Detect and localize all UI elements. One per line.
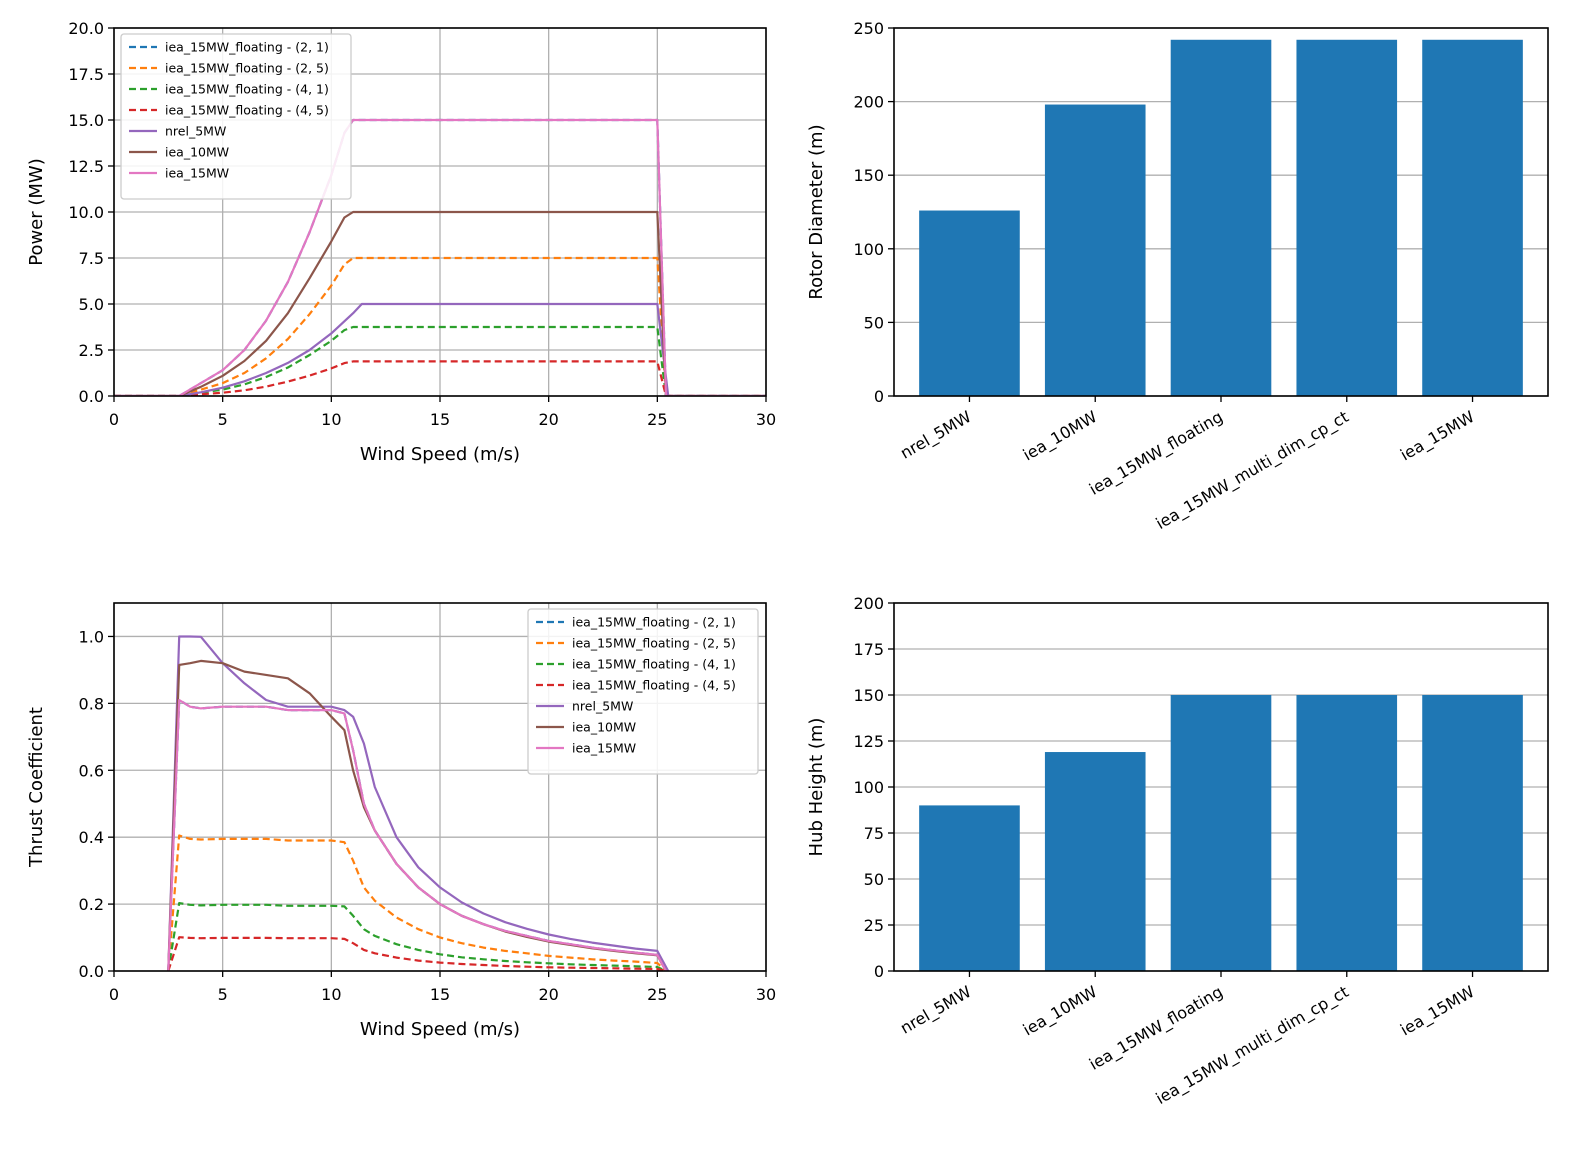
legend-label: iea_15MW_floating - (2, 1) [165, 40, 329, 55]
y-tick-label: 20.0 [68, 19, 104, 38]
y-tick-label: 150 [853, 166, 884, 185]
y-tick-label: 0.6 [79, 761, 104, 780]
y-tick-label: 200 [853, 93, 884, 112]
y-axis-label: Power (MW) [26, 158, 47, 266]
bar-iea_15mw [1422, 695, 1523, 971]
y-tick-label: 175 [853, 640, 884, 659]
x-tick-label: 15 [430, 985, 450, 1004]
legend-frame [120, 33, 352, 200]
y-tick-label: 0 [874, 962, 884, 981]
legend-label: iea_15MW_floating - (4, 5) [165, 103, 329, 118]
y-tick-label: 125 [853, 732, 884, 751]
legend-label: iea_15MW_floating - (2, 1) [572, 615, 736, 630]
y-tick-label: 75 [864, 824, 884, 843]
y-tick-label: 0.0 [79, 962, 104, 981]
x-tick-label: 20 [538, 410, 558, 429]
y-tick-label: 250 [853, 19, 884, 38]
x-tick-label: 5 [218, 985, 228, 1004]
y-tick-label: 0.4 [79, 828, 104, 847]
y-tick-label: 50 [864, 870, 884, 889]
y-tick-label: 12.5 [68, 157, 104, 176]
series-line-iea-15mw-floating-2-5- [114, 256, 766, 396]
bar-iea_15mw [1422, 39, 1523, 396]
x-tick-label: 30 [756, 410, 776, 429]
x-tick-label: 25 [647, 985, 667, 1004]
y-tick-label: 0.2 [79, 895, 104, 914]
bar-nrel_5mw [919, 210, 1020, 396]
x-tick-label: 15 [430, 410, 450, 429]
bar-iea_15mw_floating [1170, 39, 1272, 396]
legend-label: iea_15MW_floating - (4, 1) [572, 657, 736, 672]
thrust-chart: 0 5 10 15 20 25 30 0.0 0.2 0.4 0.6 0.8 1.0 Thrust Coe… [26, 602, 776, 1040]
axes-frame [893, 602, 1549, 972]
legend-label: iea_15MW_floating - (4, 1) [165, 82, 329, 97]
bar-iea_10mw [1044, 752, 1146, 971]
axes-frame [113, 602, 767, 972]
x-tick-label: 20 [538, 985, 558, 1004]
series-line-iea-15mw-floating-4-5- [167, 936, 667, 971]
series-line-nrel-5mw [167, 635, 670, 971]
bar-nrel_5mw [919, 805, 1020, 971]
x-tick-label: 0 [109, 410, 119, 429]
x-tick-label: 25 [647, 410, 667, 429]
series-line-iea-15mw [114, 118, 766, 396]
bar-iea_15mw_floating [1170, 695, 1272, 971]
series-line-iea-15mw-floating-2-5- [167, 834, 667, 971]
legend-label: iea_10MW [165, 145, 229, 160]
axes-frame [893, 27, 1549, 397]
x-tick-label: 30 [756, 985, 776, 1004]
series-line-iea-15mw [167, 698, 667, 971]
bar-iea_15mw_multi_dim_cp_ct [1296, 39, 1398, 396]
legend-label: iea_15MW_floating - (2, 5) [572, 636, 736, 651]
y-tick-label: 25 [864, 916, 884, 935]
x-tick-label: 5 [218, 410, 228, 429]
bar-iea_10mw [1044, 104, 1146, 396]
y-tick-label: 7.5 [79, 249, 104, 268]
y-axis-label: Hub Height (m) [806, 718, 827, 857]
legend: iea_15MW_floating - (2, 1) iea_15MW_float… [120, 33, 352, 200]
series-line-nrel-5mw [114, 302, 766, 396]
y-tick-label: 100 [853, 778, 884, 797]
y-axis-label: Rotor Diameter (m) [806, 124, 827, 299]
y-tick-label: 2.5 [79, 341, 104, 360]
legend-label: nrel_5MW [165, 124, 226, 139]
legend-label: iea_15MW_floating - (4, 5) [572, 678, 736, 693]
legend-label: iea_15MW [165, 166, 229, 181]
y-tick-label: 0.0 [79, 387, 104, 406]
y-tick-label: 10.0 [68, 203, 104, 222]
series-line-iea-15mw-floating-4-5- [114, 360, 766, 396]
legend-label: nrel_5MW [572, 699, 633, 714]
legend-label: iea_15MW_floating - (2, 5) [165, 61, 329, 76]
legend-label: iea_15MW [572, 741, 636, 756]
series-group [167, 635, 670, 971]
y-tick-label: 0.8 [79, 694, 104, 713]
legend-frame [527, 608, 759, 775]
y-tick-label: 5.0 [79, 295, 104, 314]
y-tick-label: 1.0 [79, 627, 104, 646]
y-tick-label: 15.0 [68, 111, 104, 130]
y-tick-label: 17.5 [68, 65, 104, 84]
y-tick-label: 100 [853, 240, 884, 259]
x-tick-label: 0 [109, 985, 119, 1004]
y-tick-label: 200 [853, 594, 884, 613]
series-line-iea-15mw-floating-4-1- [167, 901, 667, 971]
y-tick-label: 0 [874, 387, 884, 406]
series-group [114, 118, 766, 396]
x-tick-label: 10 [321, 985, 341, 1004]
x-axis-label: Wind Speed (m/s) [360, 1019, 520, 1040]
power-chart: 0 5 10 15 20 25 30 0.0 2.5 5.0 7.5 10.0 12.5 15.0 17.5… [26, 19, 776, 465]
x-axis-label: Wind Speed (m/s) [360, 444, 520, 465]
bar-iea_15mw_multi_dim_cp_ct [1296, 695, 1398, 971]
y-axis-label: Thrust Coefficient [26, 707, 47, 868]
axes-frame [113, 27, 767, 397]
legend-label: iea_10MW [572, 720, 636, 735]
x-tick-label: 10 [321, 410, 341, 429]
series-line-iea-10mw [114, 210, 766, 396]
y-tick-label: 50 [864, 313, 884, 332]
y-tick-label: 150 [853, 686, 884, 705]
legend: iea_15MW_floating - (2, 1) iea_15MW_float… [527, 608, 759, 775]
